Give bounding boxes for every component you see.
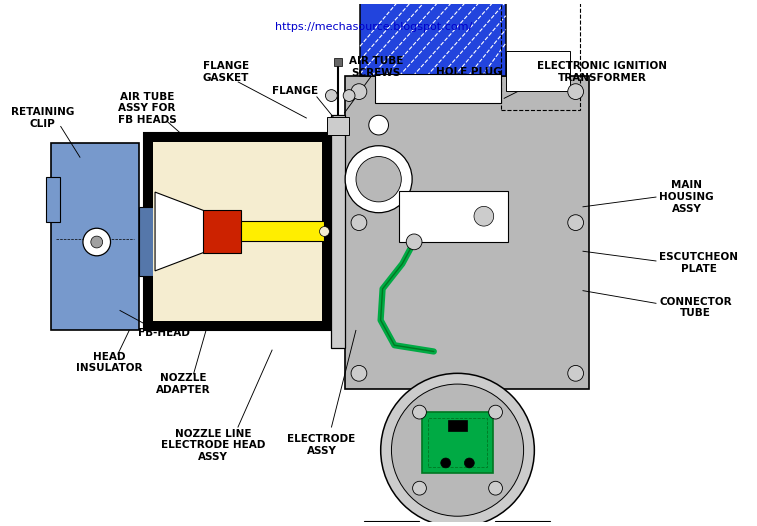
Polygon shape — [155, 192, 212, 271]
FancyBboxPatch shape — [45, 177, 61, 221]
Circle shape — [568, 84, 584, 99]
FancyBboxPatch shape — [332, 115, 345, 348]
Circle shape — [319, 227, 329, 236]
FancyBboxPatch shape — [495, 521, 550, 526]
Text: AIR TUBE
SCREWS: AIR TUBE SCREWS — [348, 56, 403, 78]
FancyBboxPatch shape — [153, 142, 322, 321]
FancyBboxPatch shape — [328, 117, 349, 135]
Circle shape — [343, 89, 355, 102]
Text: ELECTRONIC IGNITION
TRANSFORMER: ELECTRONIC IGNITION TRANSFORMER — [537, 61, 667, 83]
Text: ESCUTCHEON
PLATE: ESCUTCHEON PLATE — [659, 252, 738, 274]
FancyBboxPatch shape — [375, 74, 501, 104]
Circle shape — [326, 89, 338, 102]
Text: NOZZLE
ADAPTER: NOZZLE ADAPTER — [156, 373, 211, 395]
Circle shape — [369, 115, 388, 135]
Circle shape — [391, 384, 524, 516]
Text: CONNECTOR
TUBE: CONNECTOR TUBE — [659, 297, 732, 318]
Circle shape — [464, 458, 475, 468]
FancyBboxPatch shape — [335, 58, 342, 66]
Circle shape — [474, 206, 494, 226]
Text: FLANGE: FLANGE — [272, 86, 318, 96]
FancyBboxPatch shape — [506, 51, 570, 90]
Text: MAIN
HOUSING
ASSY: MAIN HOUSING ASSY — [659, 180, 714, 214]
Text: ELECTRODE
ASSY: ELECTRODE ASSY — [288, 434, 356, 456]
Circle shape — [413, 405, 426, 419]
Circle shape — [91, 236, 103, 248]
FancyBboxPatch shape — [400, 190, 508, 242]
Text: AIR TUBE
ASSY FOR
FB HEADS: AIR TUBE ASSY FOR FB HEADS — [118, 92, 176, 125]
FancyBboxPatch shape — [139, 207, 161, 276]
Circle shape — [441, 458, 450, 468]
Circle shape — [345, 146, 412, 213]
FancyBboxPatch shape — [51, 143, 139, 330]
Circle shape — [351, 84, 367, 99]
FancyBboxPatch shape — [447, 420, 467, 431]
Circle shape — [356, 157, 401, 202]
Circle shape — [351, 366, 367, 381]
Text: HEAD
INSULATOR: HEAD INSULATOR — [76, 352, 143, 373]
Circle shape — [381, 373, 534, 526]
FancyBboxPatch shape — [422, 412, 493, 473]
Circle shape — [83, 228, 111, 256]
FancyBboxPatch shape — [360, 0, 506, 76]
Text: HOLE PLUG: HOLE PLUG — [436, 67, 502, 77]
FancyBboxPatch shape — [241, 220, 325, 241]
Circle shape — [489, 481, 503, 495]
Circle shape — [568, 366, 584, 381]
Text: FB-HEAD: FB-HEAD — [138, 328, 190, 338]
Text: NOZZLE LINE
ELECTRODE HEAD
ASSY: NOZZLE LINE ELECTRODE HEAD ASSY — [161, 429, 266, 462]
Circle shape — [489, 405, 503, 419]
Circle shape — [413, 481, 426, 495]
FancyBboxPatch shape — [145, 133, 332, 330]
Circle shape — [407, 234, 422, 250]
Circle shape — [568, 215, 584, 230]
FancyBboxPatch shape — [204, 210, 241, 253]
FancyBboxPatch shape — [364, 521, 419, 526]
FancyBboxPatch shape — [345, 76, 590, 389]
Text: https://mechasource.blogspot.com/: https://mechasource.blogspot.com/ — [275, 22, 472, 32]
Circle shape — [385, 525, 398, 526]
Text: FLANGE
GASKET: FLANGE GASKET — [203, 61, 249, 83]
Text: RETAINING
CLIP: RETAINING CLIP — [11, 107, 74, 129]
Circle shape — [516, 525, 529, 526]
Circle shape — [351, 215, 367, 230]
